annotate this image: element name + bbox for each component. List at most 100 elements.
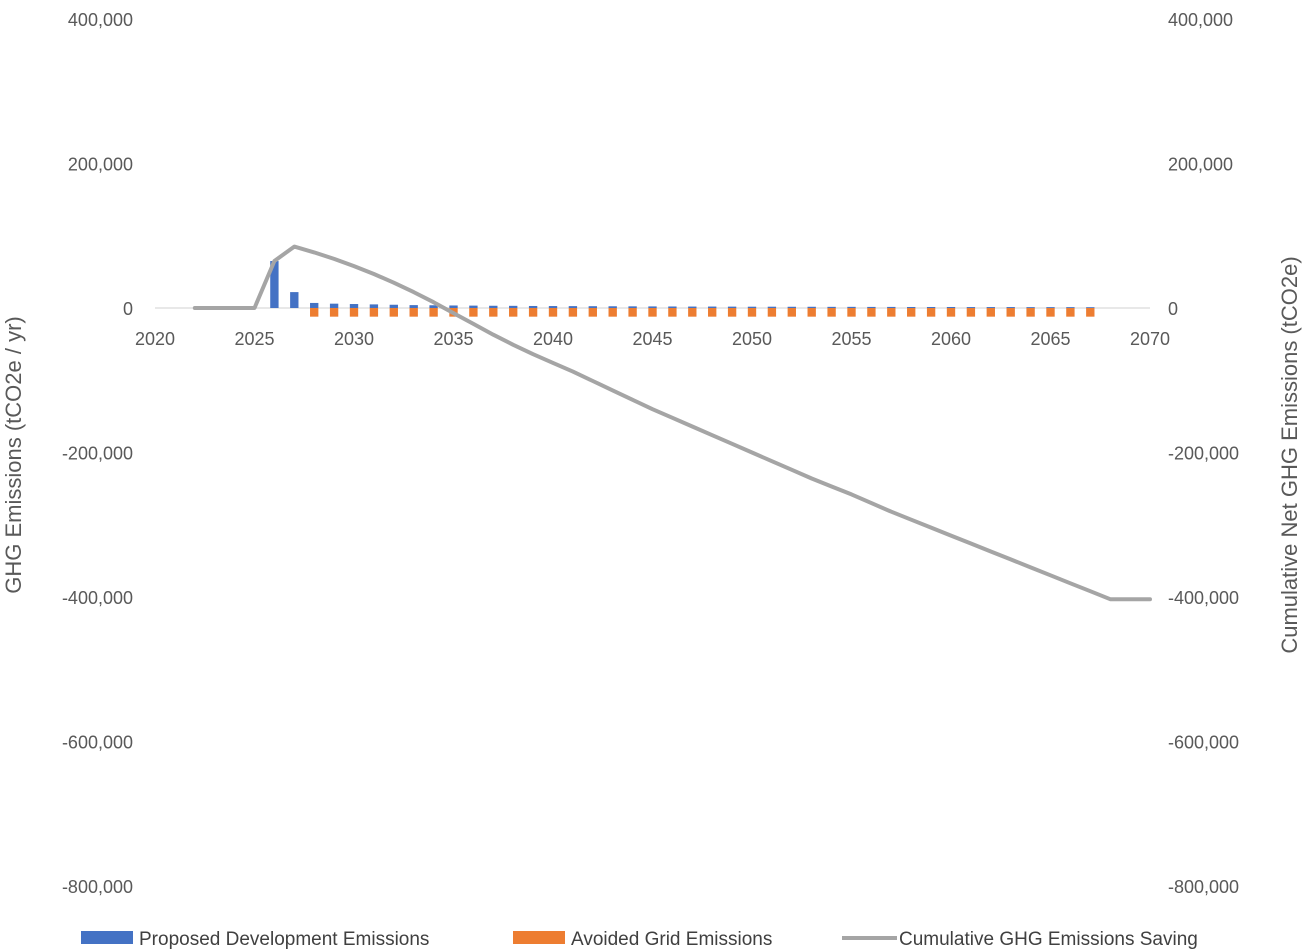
bar-proposed-2059 bbox=[926, 306, 936, 308]
y-tick-right-2: 0 bbox=[1168, 299, 1178, 319]
bar-proposed-2060 bbox=[946, 306, 956, 308]
legend-label-proposed: Proposed Development Emissions bbox=[139, 929, 429, 950]
y-tick-right-0: 400,000 bbox=[1168, 10, 1233, 30]
legend-swatch-avoided bbox=[513, 931, 565, 944]
bar-proposed-2042 bbox=[588, 306, 597, 308]
bar-avoided-2048 bbox=[708, 308, 717, 317]
x-tick-8: 2060 bbox=[931, 329, 971, 349]
bar-proposed-2050 bbox=[747, 306, 757, 308]
x-tick-10: 2070 bbox=[1130, 329, 1170, 349]
bar-avoided-2062 bbox=[986, 308, 995, 317]
bar-proposed-2041 bbox=[568, 306, 578, 308]
y-tick-right-3: -200,000 bbox=[1168, 444, 1239, 464]
y-tick-left-2: 0 bbox=[123, 299, 133, 319]
x-tick-5: 2045 bbox=[632, 329, 672, 349]
bar-proposed-2027 bbox=[290, 292, 299, 308]
bar-proposed-2067 bbox=[1086, 307, 1095, 309]
bar-avoided-2044 bbox=[628, 308, 637, 317]
bar-proposed-2062 bbox=[986, 307, 995, 309]
bar-avoided-2050 bbox=[747, 308, 757, 317]
bar-proposed-2055 bbox=[847, 306, 856, 308]
y-axis-left-title: GHG Emissions (tCO2e / yr) bbox=[1, 316, 26, 593]
y-tick-left-1: 200,000 bbox=[68, 155, 133, 175]
x-tick-2: 2030 bbox=[334, 329, 374, 349]
avoided-grid-bars bbox=[310, 308, 1095, 317]
y-tick-left-4: -400,000 bbox=[62, 588, 133, 608]
legend-label-avoided: Avoided Grid Emissions bbox=[571, 929, 772, 950]
bar-proposed-2049 bbox=[727, 306, 737, 308]
y-axis-right-title: Cumulative Net GHG Emissions (tCO2e) bbox=[1277, 256, 1302, 653]
bar-avoided-2049 bbox=[727, 308, 737, 317]
bar-avoided-2058 bbox=[907, 308, 916, 317]
bar-avoided-2036 bbox=[469, 308, 478, 317]
bar-proposed-2048 bbox=[708, 306, 717, 308]
bar-avoided-2054 bbox=[827, 308, 836, 317]
bar-proposed-2030 bbox=[349, 304, 359, 308]
x-axis-ticks: 2020 2025 2030 2035 2040 2045 2050 2055 2060 2065… bbox=[135, 329, 1170, 349]
y-tick-left-6: -800,000 bbox=[62, 877, 133, 897]
bar-avoided-2053 bbox=[807, 308, 816, 317]
bar-avoided-2046 bbox=[668, 308, 677, 317]
bar-avoided-2052 bbox=[787, 308, 796, 317]
legend-label-cumulative: Cumulative GHG Emissions Saving bbox=[899, 929, 1198, 950]
bar-avoided-2061 bbox=[966, 308, 976, 317]
cumulative-savings-line bbox=[192, 244, 1152, 602]
y-axis-left-ticks: 400,000 200,000 0 -200,000 -400,000 -600,000 -… bbox=[62, 10, 133, 897]
bar-proposed-2057 bbox=[887, 306, 896, 308]
y-tick-right-6: -800,000 bbox=[1168, 877, 1239, 897]
bar-avoided-2065 bbox=[1046, 308, 1055, 317]
bar-proposed-2051 bbox=[767, 306, 777, 308]
bar-avoided-2051 bbox=[767, 308, 777, 317]
bar-proposed-2037 bbox=[489, 305, 498, 308]
bar-proposed-2064 bbox=[1026, 307, 1035, 309]
bar-avoided-2038 bbox=[509, 308, 518, 317]
bar-proposed-2026 bbox=[270, 261, 279, 308]
bar-avoided-2040 bbox=[548, 308, 558, 317]
bar-avoided-2029 bbox=[329, 308, 339, 317]
bar-proposed-2047 bbox=[688, 306, 697, 308]
bar-avoided-2030 bbox=[349, 308, 359, 317]
bar-proposed-2044 bbox=[628, 306, 637, 308]
bar-proposed-2052 bbox=[787, 306, 796, 308]
bar-proposed-2046 bbox=[668, 306, 677, 308]
bar-avoided-2045 bbox=[648, 308, 657, 317]
bar-proposed-2028 bbox=[310, 302, 319, 308]
x-tick-7: 2055 bbox=[831, 329, 871, 349]
bar-proposed-2040 bbox=[548, 306, 558, 308]
bar-avoided-2060 bbox=[946, 308, 956, 317]
y-axis-right-ticks: 400,000 200,000 0 -200,000 -400,000 -600,000 -… bbox=[1168, 10, 1239, 897]
y-tick-right-5: -600,000 bbox=[1168, 733, 1239, 753]
bar-proposed-2034 bbox=[429, 305, 438, 308]
bar-avoided-2039 bbox=[528, 308, 538, 317]
bar-proposed-2061 bbox=[966, 307, 976, 309]
bar-avoided-2063 bbox=[1006, 308, 1015, 317]
bar-proposed-2065 bbox=[1046, 307, 1055, 309]
bar-avoided-2066 bbox=[1066, 308, 1075, 317]
bar-proposed-2035 bbox=[449, 305, 458, 308]
y-tick-left-5: -600,000 bbox=[62, 733, 133, 753]
y-tick-left-3: -200,000 bbox=[62, 444, 133, 464]
bar-proposed-2029 bbox=[329, 303, 339, 308]
bar-avoided-2033 bbox=[409, 308, 418, 317]
bar-avoided-2067 bbox=[1086, 308, 1095, 317]
bar-avoided-2032 bbox=[389, 308, 398, 317]
x-tick-3: 2035 bbox=[433, 329, 473, 349]
bar-avoided-2047 bbox=[688, 308, 697, 317]
bar-avoided-2042 bbox=[588, 308, 597, 317]
bar-proposed-2045 bbox=[648, 306, 657, 308]
x-tick-6: 2050 bbox=[732, 329, 772, 349]
bar-proposed-2063 bbox=[1006, 307, 1015, 309]
bar-proposed-2066 bbox=[1066, 307, 1075, 309]
x-tick-9: 2065 bbox=[1030, 329, 1070, 349]
bar-proposed-2033 bbox=[409, 305, 418, 308]
bar-proposed-2058 bbox=[907, 306, 916, 308]
bar-avoided-2031 bbox=[369, 308, 379, 317]
bar-proposed-2038 bbox=[509, 305, 518, 308]
proposed-development-bars bbox=[270, 261, 1095, 309]
bar-proposed-2039 bbox=[528, 305, 538, 308]
bar-avoided-2043 bbox=[608, 308, 617, 317]
bar-proposed-2054 bbox=[827, 306, 836, 308]
bar-avoided-2056 bbox=[867, 308, 876, 317]
legend-swatch-proposed bbox=[81, 931, 133, 944]
